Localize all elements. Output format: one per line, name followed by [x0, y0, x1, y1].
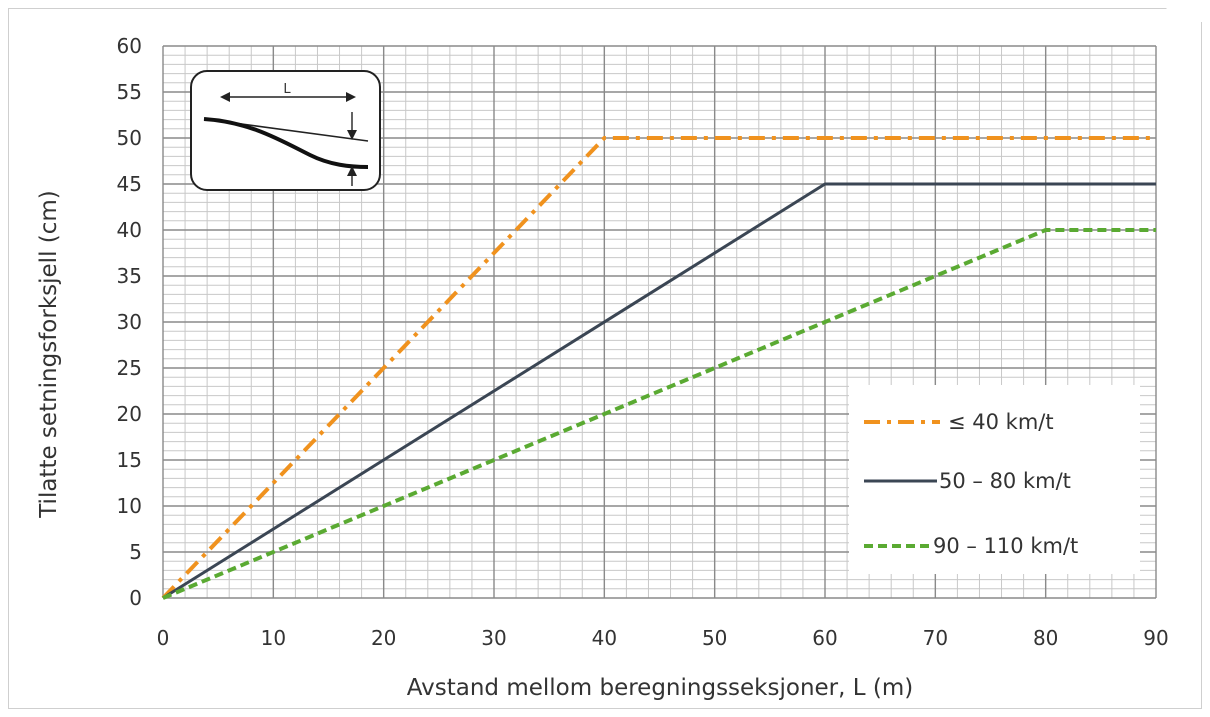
- legend-label-0: ≤ 40 km/t: [948, 410, 1054, 434]
- y-tick-label: 50: [117, 126, 142, 150]
- inset-distance-label: L: [283, 82, 291, 97]
- series-line-1: [162, 182, 1156, 600]
- y-tick-labels: 0 5 10 15 20 25 30 35 40 45 50 55 60: [117, 34, 142, 610]
- legend-label-1: 50 – 80 km/t: [939, 469, 1071, 493]
- x-tick-label: 10: [261, 626, 286, 650]
- x-tick-label: 80: [1033, 626, 1058, 650]
- inset-settlement-curve: [203, 117, 369, 169]
- x-axis-title: Avstand mellom beregningsseksjoner, L (m…: [407, 675, 913, 701]
- legend-item-0: ≤ 40 km/t: [864, 410, 1054, 434]
- y-tick-label: 40: [117, 218, 142, 242]
- y-tick-label: 45: [117, 172, 142, 196]
- x-tick-label: 0: [157, 626, 170, 650]
- y-tick-label: 55: [117, 80, 142, 104]
- legend-item-2: 90 – 110 km/t: [864, 534, 1078, 558]
- x-tick-label: 40: [592, 626, 617, 650]
- y-tick-label: 0: [129, 586, 142, 610]
- y-tick-label: 35: [117, 264, 142, 288]
- series-line-0: [161, 136, 1156, 600]
- x-tick-label: 50: [702, 626, 727, 650]
- x-tick-label: 90: [1143, 626, 1168, 650]
- y-axis-title: Tilatte setningsforksjell (cm): [36, 190, 62, 519]
- inset-arrowhead-right: [346, 92, 356, 102]
- legend-item-1: 50 – 80 km/t: [864, 469, 1071, 493]
- y-tick-label: 30: [117, 310, 142, 334]
- inset-arrow-up-head: [347, 166, 357, 176]
- x-tick-label: 30: [481, 626, 506, 650]
- x-tick-label: 60: [812, 626, 837, 650]
- legend: ≤ 40 km/t 50 – 80 km/t 90 – 110 km/t: [849, 385, 1140, 574]
- y-tick-label: 5: [129, 540, 142, 564]
- y-tick-label: 10: [117, 494, 142, 518]
- y-tick-label: 25: [117, 356, 142, 380]
- series-layer: [161, 136, 1156, 600]
- x-tick-labels: 0 10 20 30 40 50 60 70 80 90: [157, 626, 1169, 650]
- inset-arrow-down-head: [347, 130, 357, 140]
- y-tick-label: 20: [117, 402, 142, 426]
- series-line-2: [162, 228, 1156, 600]
- settlement-inset: L: [190, 70, 381, 191]
- legend-label-2: 90 – 110 km/t: [933, 534, 1078, 558]
- x-tick-label: 20: [371, 626, 396, 650]
- y-tick-label: 60: [117, 34, 142, 58]
- inset-arrowhead-left: [220, 92, 230, 102]
- x-tick-label: 70: [923, 626, 948, 650]
- y-tick-label: 15: [117, 448, 142, 472]
